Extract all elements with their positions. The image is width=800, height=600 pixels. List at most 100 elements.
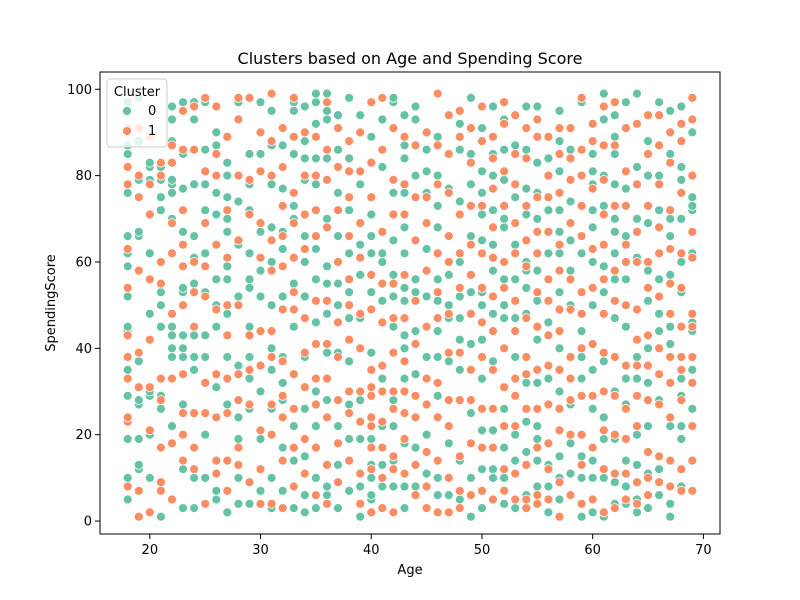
point-cluster-1 [255,218,266,229]
point-cluster-1 [643,282,653,293]
point-cluster-0 [587,149,598,159]
point-cluster-1 [687,114,698,125]
point-cluster-0 [299,101,310,112]
point-cluster-1 [167,248,177,259]
point-cluster-1 [244,209,255,220]
point-cluster-1 [443,472,454,483]
point-cluster-1 [488,291,498,302]
point-cluster-0 [211,274,222,285]
point-cluster-1 [576,170,587,181]
point-cluster-0 [399,373,410,384]
point-cluster-1 [521,494,532,505]
point-cluster-1 [676,395,687,406]
point-cluster-0 [587,205,598,216]
point-cluster-1 [532,114,543,125]
point-cluster-0 [266,364,277,375]
point-cluster-1 [643,110,653,121]
point-cluster-0 [122,390,133,401]
point-cluster-0 [543,205,554,216]
point-cluster-0 [621,481,631,492]
point-cluster-1 [399,313,410,324]
point-cluster-1 [167,157,177,168]
point-cluster-1 [399,386,410,397]
point-cluster-0 [421,166,432,177]
point-cluster-1 [333,162,343,172]
point-cluster-1 [144,507,155,518]
point-cluster-1 [355,468,366,479]
point-cluster-1 [598,464,609,475]
point-cluster-1 [499,382,510,393]
point-cluster-0 [211,187,222,198]
point-cluster-0 [554,136,565,147]
point-cluster-1 [609,352,620,362]
point-cluster-0 [178,343,188,354]
point-cluster-1 [310,231,321,242]
point-cluster-0 [654,308,664,319]
point-cluster-1 [388,174,399,185]
point-cluster-0 [587,257,598,267]
point-cluster-1 [554,477,565,488]
point-cluster-1 [565,352,576,362]
x-tick-label: 70 [695,543,712,558]
point-cluster-1 [676,464,687,475]
point-cluster-1 [687,93,698,103]
point-cluster-0 [477,503,487,514]
point-cluster-0 [178,352,188,362]
point-cluster-0 [200,248,211,259]
point-cluster-1 [388,278,399,289]
point-cluster-0 [155,300,166,311]
point-cluster-1 [255,360,266,371]
point-cluster-1 [654,140,664,151]
point-cluster-1 [499,485,510,496]
point-cluster-1 [122,244,133,254]
point-cluster-0 [477,235,487,246]
point-cluster-1 [510,248,521,259]
point-cluster-0 [554,106,565,116]
point-cluster-0 [609,477,620,488]
point-cluster-1 [310,131,321,142]
point-cluster-0 [432,222,443,233]
point-cluster-1 [510,110,521,121]
point-cluster-0 [665,421,676,432]
point-cluster-1 [521,153,532,164]
point-cluster-0 [155,287,166,298]
point-cluster-1 [477,485,487,496]
point-cluster-0 [333,110,343,121]
point-cluster-0 [399,153,410,164]
point-cluster-1 [510,179,521,190]
point-cluster-0 [178,330,188,341]
point-cluster-1 [454,395,465,406]
point-cluster-0 [399,140,410,151]
point-cluster-1 [244,477,255,488]
point-cluster-1 [277,304,288,315]
point-cluster-1 [310,295,321,306]
point-cluster-0 [432,295,443,306]
point-cluster-1 [643,149,653,159]
point-cluster-1 [499,118,510,129]
point-cluster-0 [609,110,620,121]
point-cluster-1 [222,455,233,466]
point-cluster-0 [499,300,510,311]
point-cluster-1 [366,304,377,315]
point-cluster-0 [322,213,332,224]
point-cluster-1 [355,218,366,229]
point-cluster-0 [233,434,244,444]
point-cluster-1 [598,308,609,319]
point-cluster-1 [443,149,454,159]
point-cluster-0 [521,416,532,427]
point-cluster-0 [189,503,200,514]
point-cluster-1 [310,339,321,349]
point-cluster-0 [598,200,609,211]
point-cluster-0 [632,373,642,384]
point-cluster-0 [266,472,277,483]
point-cluster-1 [333,317,343,328]
point-cluster-0 [167,343,177,354]
point-cluster-0 [643,421,653,432]
point-cluster-1 [587,339,598,349]
point-cluster-1 [244,330,255,341]
point-cluster-0 [609,213,620,224]
point-cluster-1 [344,166,355,177]
point-cluster-1 [654,291,664,302]
point-cluster-0 [477,187,487,198]
point-cluster-0 [244,498,255,509]
